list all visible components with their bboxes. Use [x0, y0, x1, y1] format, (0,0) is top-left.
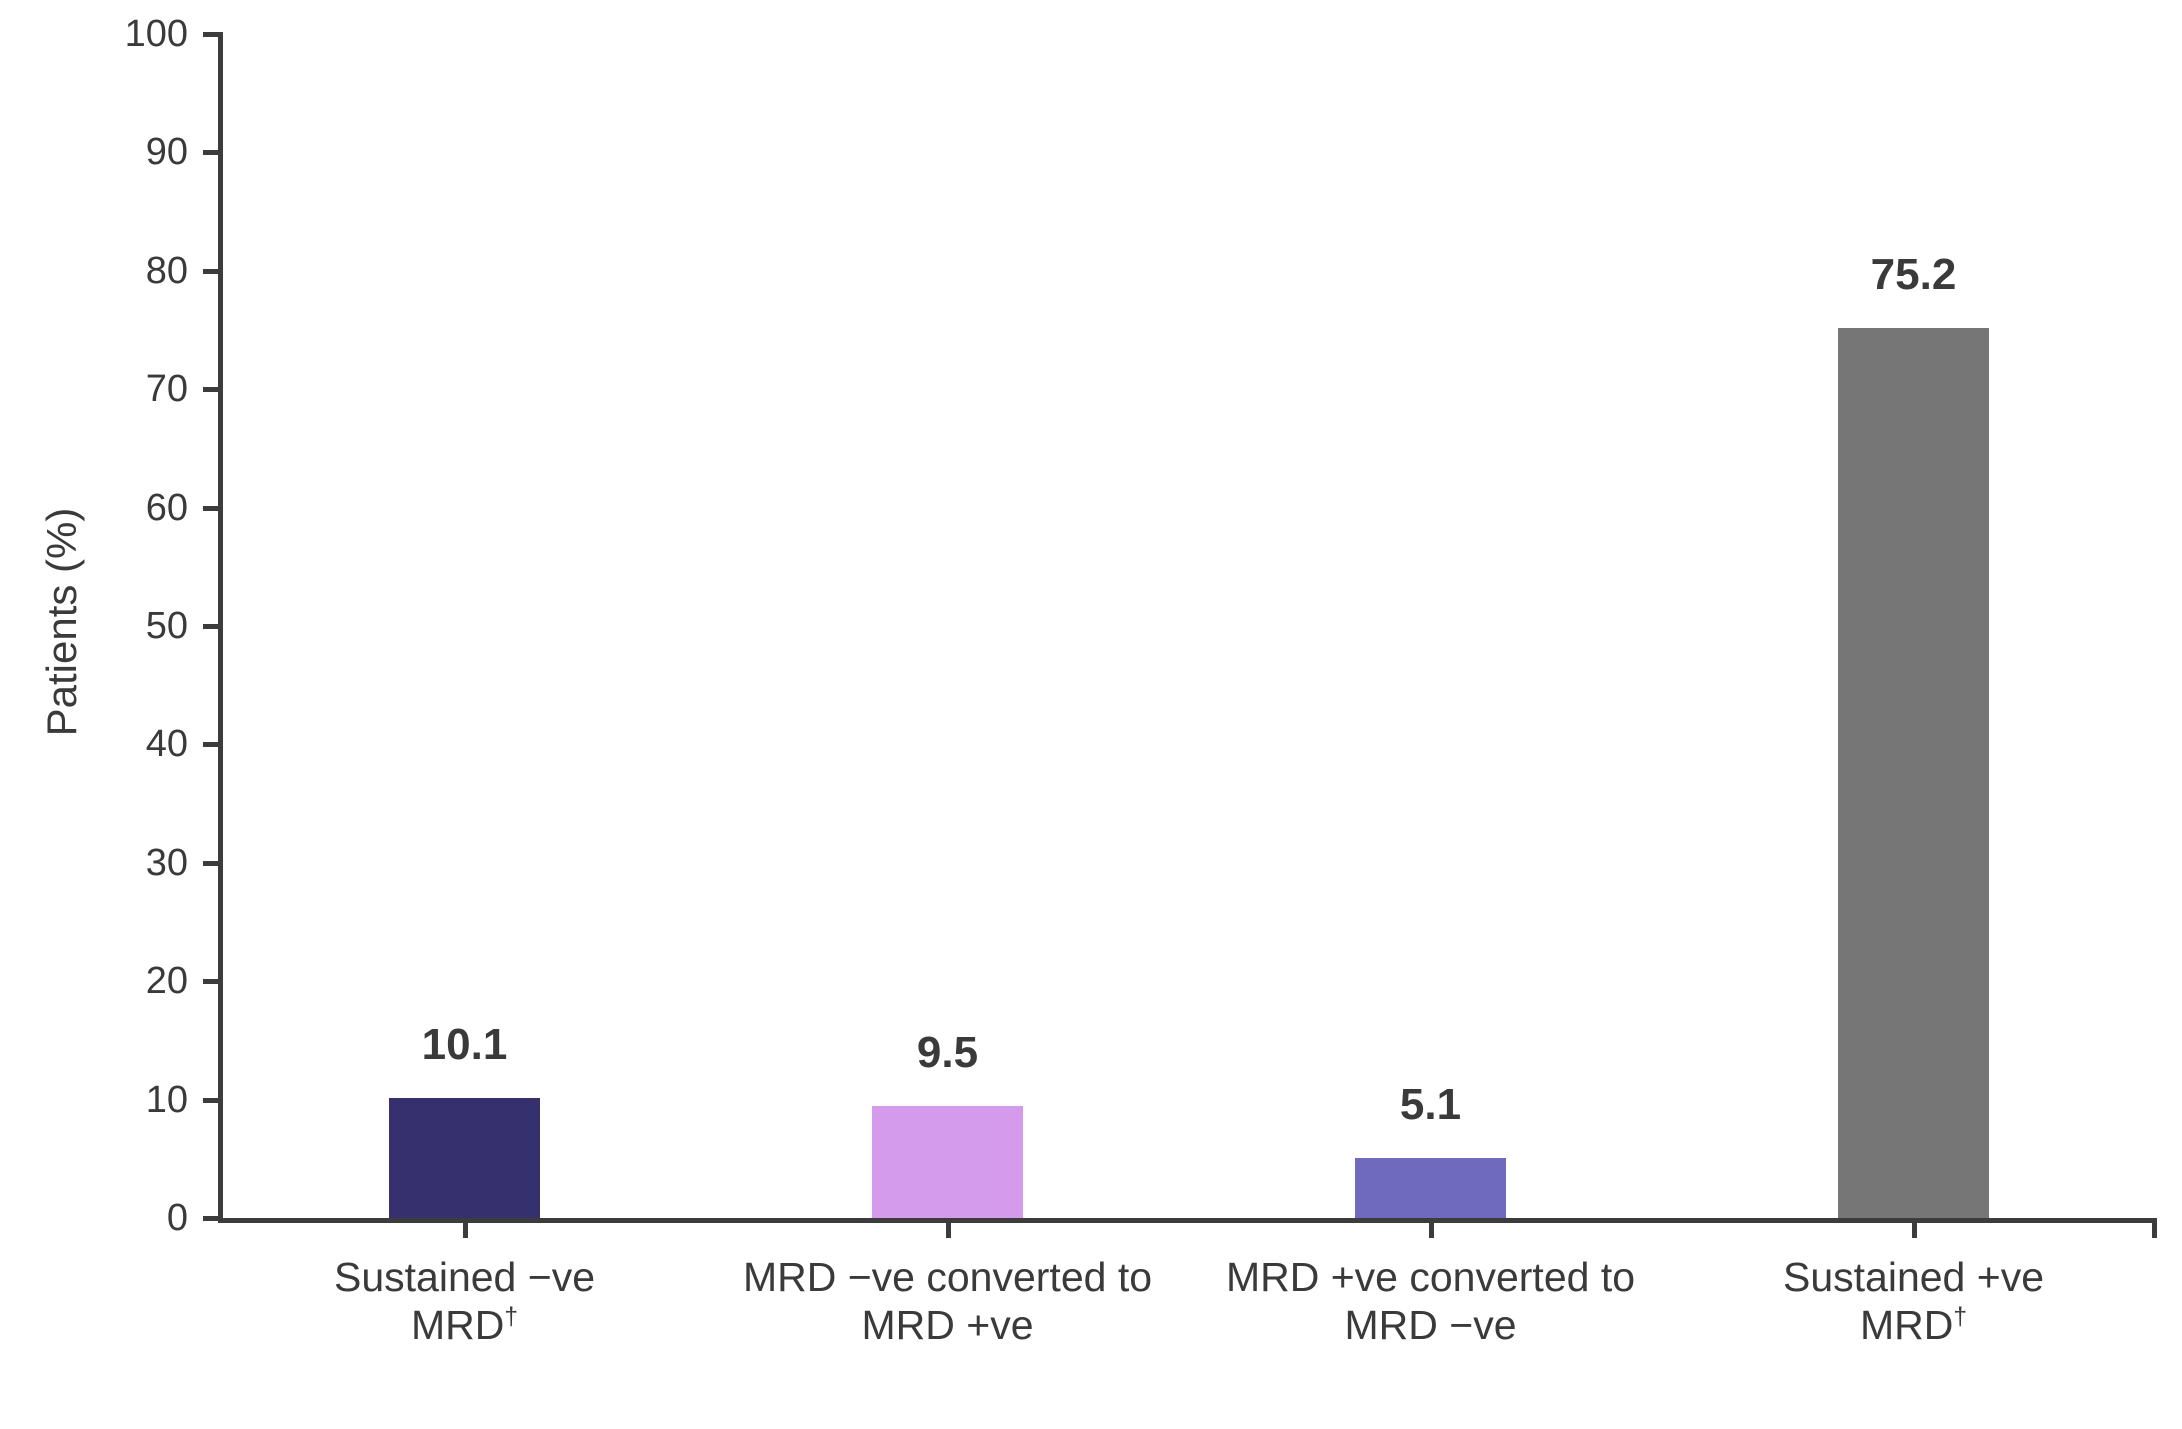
x-tick [1428, 1223, 1434, 1238]
y-axis-line [218, 32, 223, 1223]
category-label-line2: MRD [1859, 1302, 1954, 1348]
y-tick-label: 20 [145, 960, 188, 1003]
bar-0 [389, 1098, 540, 1218]
y-tick [203, 387, 218, 393]
x-tick [462, 1223, 468, 1238]
category-label-line2: MRD −ve [1344, 1302, 1517, 1348]
category-label-dagger: † [1953, 1303, 1968, 1331]
y-tick-label: 10 [145, 1078, 188, 1121]
category-label: MRD −ve converted to MRD +ve [706, 1253, 1189, 1349]
category-label-line1: Sustained −ve [334, 1254, 595, 1300]
category-label: MRD +ve converted to MRD −ve [1189, 1253, 1672, 1349]
category-label-line1: Sustained +ve [1783, 1254, 2044, 1300]
category-label: Sustained +ve MRD† [1672, 1253, 2155, 1349]
y-tick-label: 0 [166, 1197, 188, 1239]
y-tick-label: 40 [145, 723, 188, 766]
y-tick-label: 60 [145, 486, 188, 529]
y-tick-label: 80 [145, 249, 188, 292]
y-tick [203, 1216, 218, 1221]
y-tick-label: 70 [145, 368, 188, 411]
bar-1 [872, 1105, 1023, 1218]
y-tick [203, 505, 218, 511]
y-tick-label: 30 [145, 841, 188, 884]
y-tick [203, 1097, 218, 1103]
category-label-line1: MRD +ve converted to [1225, 1254, 1636, 1300]
bar-2 [1355, 1157, 1506, 1218]
category-label-line2: MRD [410, 1302, 505, 1348]
y-tick [203, 150, 218, 156]
x-tick [1911, 1223, 1917, 1238]
x-tick [945, 1223, 951, 1238]
y-tick [203, 32, 218, 37]
bar-value-label: 9.5 [916, 1027, 979, 1077]
y-tick [203, 742, 218, 748]
bar-value-label: 10.1 [421, 1020, 508, 1070]
y-tick [203, 860, 218, 866]
y-tick [203, 979, 218, 985]
y-tick-label: 100 [124, 13, 188, 55]
y-tick-label: 90 [145, 131, 188, 174]
category-label: Sustained −ve MRD† [223, 1253, 706, 1349]
bar-3 [1838, 327, 1989, 1218]
category-label-line1: MRD −ve converted to [742, 1254, 1153, 1300]
category-label-dagger: † [504, 1303, 519, 1331]
category-label-line2: MRD +ve [861, 1302, 1034, 1348]
x-axis-end-tick [2152, 1223, 2157, 1238]
y-tick [203, 624, 218, 629]
bar-value-label: 75.2 [1870, 249, 1957, 299]
y-tick [203, 268, 218, 274]
x-axis-line [218, 1218, 2157, 1223]
y-tick-label: 50 [145, 605, 188, 647]
bar-value-label: 5.1 [1399, 1079, 1462, 1129]
